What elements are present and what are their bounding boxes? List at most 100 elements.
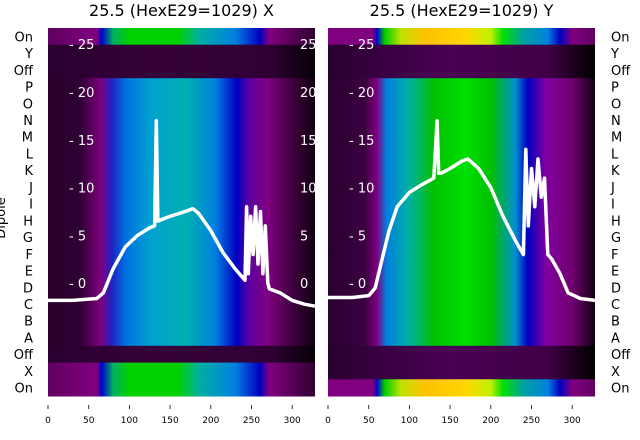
row-label: Off [611,348,631,363]
inner-y-tick-label: 25 [300,38,317,53]
inner-y-tick-label: 0 [300,277,308,292]
row-label: O [611,97,621,112]
row-label: M [611,131,622,146]
panel-gap [315,28,328,396]
heatmap-row-c [328,295,595,313]
row-label: Y [610,47,619,62]
row-label: J [610,181,615,196]
inner-y-tick-label: - 20 [349,86,374,101]
heatmap-row-h [328,212,595,230]
heatmap-row-i [48,195,315,213]
x-tick-label: 50 [83,416,95,426]
heatmap-row-k [328,161,595,180]
row-label: E [25,265,33,280]
row-label: P [611,81,619,96]
heatmap-row-off [328,345,595,364]
row-label: L [26,147,34,162]
heatmap-row-f [328,245,595,263]
heatmap-row-m [48,128,315,146]
row-label: Off [611,64,631,79]
heatmap-row-y [48,44,315,62]
x-tick-label: 300 [284,416,301,426]
row-label: O [23,97,33,112]
row-label: X [24,365,33,380]
x-tick-label: 200 [202,416,219,426]
row-label: Off [14,348,34,363]
inner-y-tick-label: - 0 [69,277,86,292]
trace-line [48,118,316,308]
x-tick-label: 0 [45,416,51,426]
inner-y-tick-label: - 20 [69,86,94,101]
row-label: D [23,281,33,296]
inner-y-tick-label: - 5 [349,229,366,244]
heatmap-row-l [48,145,315,163]
heatmap-row-l [328,145,595,163]
row-label: On [15,382,33,397]
inner-y-tick-label: - 25 [69,38,94,53]
heatmap-row-d [328,278,595,297]
heatmap-row-c [48,295,315,313]
x-tick-label: 200 [482,416,499,426]
row-label: I [29,198,33,213]
x-tick-label: 250 [243,416,260,426]
trace-line [328,118,596,303]
row-label: X [611,365,620,380]
x-tick-label: 150 [442,416,459,426]
row-label: D [611,281,621,296]
y-axis-label: Dipole [0,197,9,238]
heatmap-row-g [48,228,315,246]
heatmap-row-e [48,262,315,280]
row-label: H [611,214,621,229]
x-tick-label: 300 [564,416,581,426]
heatmap-row-on [328,28,595,46]
x-tick-label: 250 [523,416,540,426]
row-label: F [611,248,618,263]
inner-y-tick-label: - 10 [69,182,94,197]
heatmap-row-k [48,161,315,180]
inner-y-tick-label: - 0 [349,277,366,292]
heatmap-row-on [48,379,315,397]
row-label: K [24,164,33,179]
heatmap-row-o [328,94,595,113]
heatmap-row-j [48,178,315,196]
heatmap-row-x [328,362,595,380]
x-tick-label: 100 [401,416,418,426]
inner-y-tick-label: - 5 [69,229,86,244]
heatmap-row-off [328,61,595,79]
row-label: A [24,331,33,346]
row-label: L [611,147,619,162]
row-label: Y [24,47,33,62]
inner-y-tick-label: 5 [300,229,308,244]
row-label: P [25,81,33,96]
panel-title: 25.5 (HexE29=1029) X [89,1,274,20]
row-label: J [28,181,33,196]
row-label: K [611,164,620,179]
heatmap-row-on [48,28,315,46]
row-label: Off [14,64,34,79]
x-tick-label: 50 [363,416,375,426]
heatmap-row-h [48,212,315,230]
row-label: M [22,131,33,146]
row-label: B [24,315,33,330]
heatmap-row-m [328,128,595,146]
heatmap-row-x [48,362,315,380]
heatmap-row-i [328,195,595,213]
row-label: F [26,248,33,263]
row-label: On [611,382,629,397]
row-label: N [23,114,33,129]
row-label: C [611,298,620,313]
inner-y-tick-label: 10 [300,182,317,197]
row-label: A [611,331,620,346]
heatmap-row-p [48,78,315,96]
inner-y-tick-label: - 10 [349,182,374,197]
inner-y-tick-label: 20 [300,86,317,101]
heatmap-row-a [48,329,315,347]
row-label: C [24,298,33,313]
heatmap-row-off [48,345,315,364]
heatmap-row-e [328,262,595,280]
row-label: I [611,198,615,213]
inner-y-tick-label: - 25 [349,38,374,53]
panel-title: 25.5 (HexE29=1029) Y [370,1,554,20]
row-label: On [15,30,33,45]
